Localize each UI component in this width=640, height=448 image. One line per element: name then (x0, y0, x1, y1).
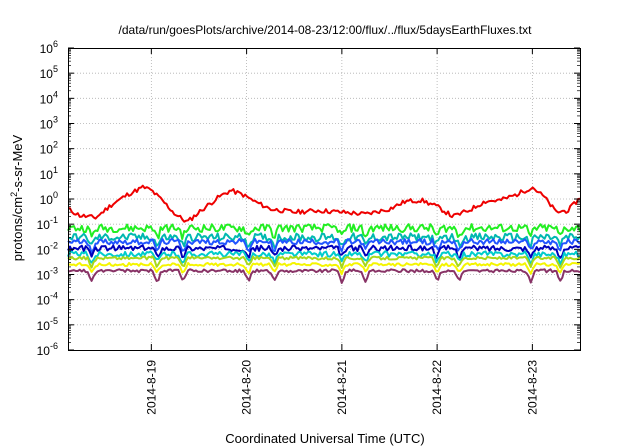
series-line (67, 250, 581, 266)
x-tick-label: 2014-8-20 (240, 360, 254, 415)
series-line (67, 268, 581, 284)
x-tick-label: 2014-8-23 (525, 360, 539, 415)
y-axis-label: protons/cm2-s-sr-MeV (9, 134, 25, 261)
y-tick-label: 10-5 (37, 316, 58, 333)
y-tick-label: 104 (40, 89, 58, 106)
y-tick-label: 105 (40, 64, 58, 81)
series-line (67, 223, 581, 240)
plot-frame (68, 48, 581, 351)
y-tick-label: 106 (40, 39, 58, 56)
y-tick-label: 103 (40, 115, 58, 132)
y-tick-label: 10-2 (37, 240, 58, 257)
series-line (68, 184, 581, 223)
x-tick-label: 2014-8-22 (430, 360, 444, 415)
series-line (67, 255, 581, 269)
series-line (67, 262, 581, 276)
x-tick-label: 2014-8-19 (144, 360, 158, 415)
series-line (67, 238, 581, 254)
series-group (67, 184, 581, 284)
y-tick-label: 102 (40, 140, 58, 157)
chart-title: /data/run/goesPlots/archive/2014-08-23/1… (119, 23, 533, 37)
y-tick-label: 10-1 (37, 215, 58, 232)
grid-lines (68, 48, 580, 350)
x-axis-label: Coordinated Universal Time (UTC) (225, 431, 424, 446)
series-line (67, 244, 581, 259)
y-tick-label: 10-3 (37, 266, 58, 283)
x-tick-label: 2014-8-21 (335, 360, 349, 415)
y-tick-label: 10-6 (37, 341, 58, 358)
y-tick-label: 10-4 (37, 291, 58, 308)
y-tick-label: 100 (40, 190, 58, 207)
x-axis: 2014-8-19 2014-8-20 2014-8-21 2014-8-22 2014… (144, 48, 539, 415)
y-axis: 10-6 10-5 10-4 10-3 10-2 10-1 100 101 102 103 104 1… (37, 39, 580, 358)
y-tick-label: 101 (40, 165, 58, 182)
